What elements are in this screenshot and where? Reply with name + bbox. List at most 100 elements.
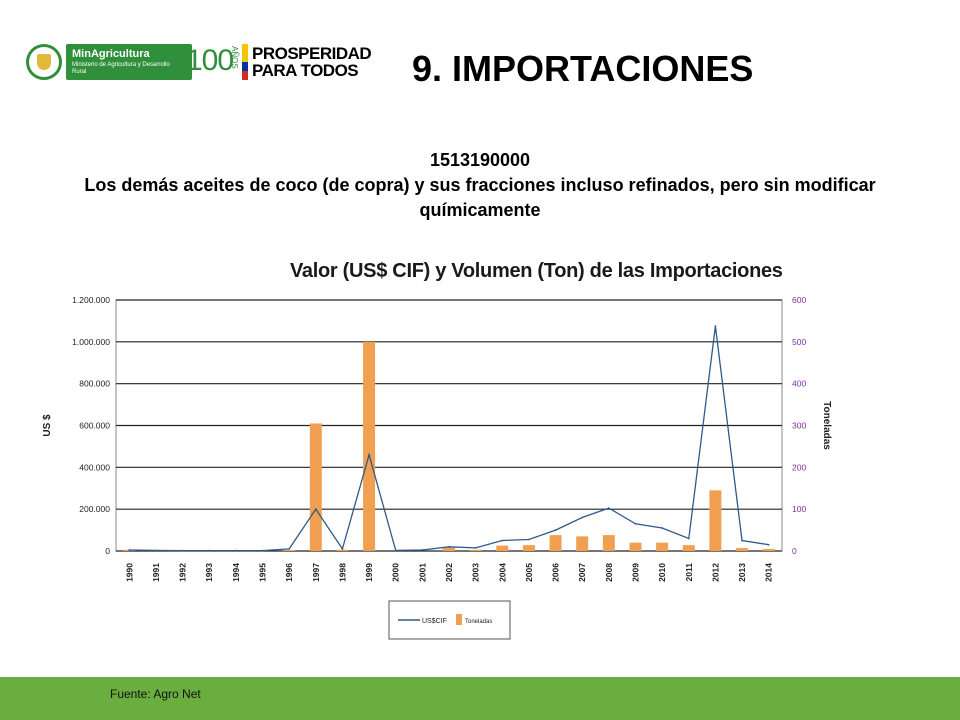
left-tick-label: 600.000 [79, 421, 110, 431]
header: MinAgricultura Ministerio de Agricultura… [0, 0, 960, 120]
right-axis-label: Toneladas [821, 401, 832, 450]
bar-toneladas [629, 542, 642, 551]
x-tick-label: 2014 [764, 563, 774, 582]
minagricultura-box: MinAgricultura Ministerio de Agricultura… [66, 44, 192, 80]
right-tick-label: 200 [792, 462, 806, 472]
x-tick-label: 2003 [471, 563, 481, 582]
point-uscif [394, 549, 397, 552]
x-tick-label: 1991 [151, 563, 161, 582]
x-tick-label: 2013 [737, 563, 747, 582]
100-number: 100 [186, 44, 234, 77]
left-tick-label: 400.000 [79, 462, 110, 472]
footer-bar: Fuente: Agro Net [0, 677, 960, 720]
point-uscif [581, 516, 584, 519]
bar-toneladas [656, 542, 669, 551]
chart-title: Valor (US$ CIF) y Volumen (Ton) de las I… [290, 260, 783, 282]
point-uscif [368, 453, 370, 456]
x-tick-label: 1996 [284, 563, 294, 582]
product-description: Los demás aceites de coco (de copra) y s… [84, 175, 876, 220]
x-tick-label: 2010 [657, 563, 667, 582]
point-uscif [767, 543, 770, 546]
bar-toneladas [709, 490, 722, 551]
point-uscif [208, 549, 211, 552]
point-uscif [714, 325, 717, 328]
point-uscif [448, 545, 450, 548]
bar-toneladas [762, 548, 775, 551]
point-uscif [288, 548, 291, 550]
x-tick-label: 2002 [444, 563, 454, 582]
bar-toneladas [443, 547, 455, 551]
point-uscif [234, 549, 237, 552]
slide-title: 9. IMPORTACIONES [412, 48, 754, 89]
point-uscif [474, 546, 477, 549]
legend-label-uscif: US$CIF [422, 618, 447, 625]
legend-box [388, 600, 511, 640]
bar-toneladas [283, 550, 296, 551]
legend-bar-swatch [456, 614, 462, 625]
x-tick-label: 1993 [204, 563, 214, 582]
colombia-seal-icon [26, 44, 62, 80]
x-tick-label: 1999 [364, 563, 374, 582]
point-uscif [261, 549, 264, 552]
anos-text: AÑOS [230, 46, 239, 69]
point-uscif [661, 527, 664, 529]
x-tick-label: 1995 [258, 563, 268, 582]
product-code: 1513190000 [429, 150, 531, 170]
prosperidad-line1: PROSPERIDAD [252, 44, 372, 63]
right-tick-label: 0 [792, 546, 797, 556]
right-tick-label: 600 [792, 295, 806, 305]
left-tick-label: 1.200.000 [72, 295, 110, 305]
left-tick-label: 800.000 [79, 379, 110, 389]
point-uscif [421, 549, 424, 551]
point-uscif [554, 529, 557, 531]
point-uscif [634, 522, 637, 525]
logo-divider [177, 44, 179, 80]
legend-label-toneladas: Toneladas [465, 619, 492, 625]
right-tick-label: 400 [792, 379, 806, 389]
prosperidad-line2: PARA TODOS [252, 61, 359, 80]
right-tick-label: 300 [792, 421, 806, 431]
x-tick-label: 1997 [311, 563, 321, 582]
100-anos-logo: 100 AÑOS [186, 42, 239, 82]
x-tick-label: 2009 [630, 563, 640, 582]
bar-toneladas [363, 341, 376, 551]
product-subtitle: 1513190000 Los demás aceites de coco (de… [60, 148, 900, 223]
bar-toneladas [736, 548, 749, 551]
right-tick-label: 100 [792, 504, 806, 514]
x-tick-label: 2011 [684, 563, 694, 582]
x-tick-label: 1990 [124, 563, 134, 582]
bar-toneladas [682, 545, 695, 551]
x-tick-label: 2004 [497, 563, 507, 582]
bar-toneladas [336, 549, 349, 551]
point-uscif [181, 549, 184, 552]
point-uscif [687, 537, 690, 540]
bar-toneladas [549, 535, 562, 551]
x-tick-label: 1994 [231, 563, 241, 582]
x-tick-label: 2006 [551, 563, 561, 582]
footer-source: Fuente: Agro Net [110, 687, 201, 701]
x-tick-label: 2005 [524, 563, 534, 582]
point-uscif [607, 507, 610, 510]
point-uscif [341, 548, 344, 550]
x-tick-label: 1998 [337, 563, 347, 582]
bar-toneladas [576, 536, 589, 551]
point-uscif [741, 539, 743, 542]
left-axis-label: US $ [42, 414, 53, 437]
bar-toneladas [522, 545, 535, 551]
point-uscif [528, 538, 530, 541]
bar-toneladas [309, 423, 322, 551]
colombia-flag-icon [242, 44, 248, 80]
imports-chart: 0 200.000 400.000 600.000 800.000 1.000.000 1.… [42, 295, 832, 640]
minagricultura-title: MinAgricultura [72, 48, 150, 60]
point-uscif [314, 508, 317, 511]
minagricultura-sub: Ministerio de Agricultura y Desarrollo R… [72, 62, 170, 75]
left-tick-label: 200.000 [79, 504, 110, 514]
x-tick-label: 2008 [604, 563, 614, 582]
bar-toneladas [602, 535, 615, 551]
minagricultura-logo: MinAgricultura Ministerio de Agricultura… [26, 44, 192, 80]
bar-toneladas [469, 549, 482, 551]
x-tick-label: 1992 [178, 563, 188, 582]
x-tick-label: 2007 [577, 563, 587, 582]
point-uscif [501, 539, 504, 542]
point-uscif [155, 549, 157, 552]
